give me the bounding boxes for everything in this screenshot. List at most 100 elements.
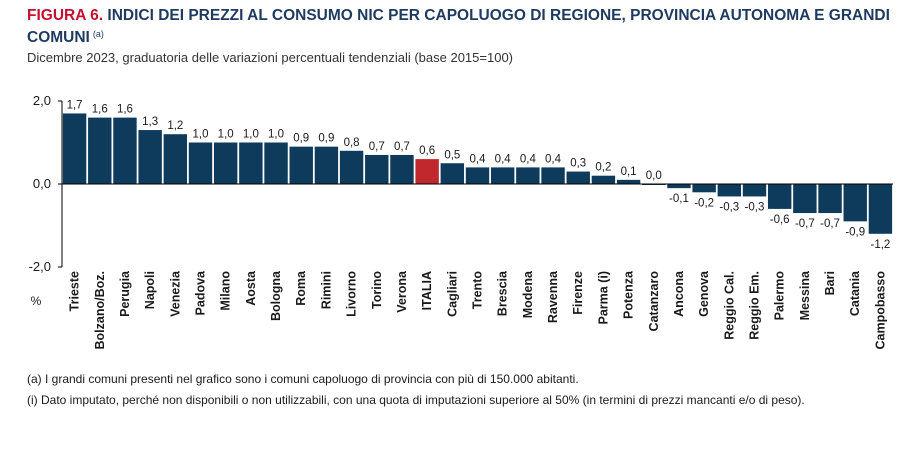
data-label: -1,2 [870,239,890,251]
x-tick-label: Perugia [118,270,132,317]
bar-torino [365,154,389,184]
data-label: 0,8 [344,137,360,149]
data-label: -0,2 [694,197,714,209]
title-footnote-ref: (a) [92,29,104,39]
x-tick-label: Venezia [168,270,182,317]
bar-parma-i- [591,175,616,184]
bar-italia [415,159,439,184]
data-label: 1,0 [193,129,209,141]
bar-firenze [566,171,590,184]
bar-trieste [62,113,87,184]
bar-rimini [314,146,339,184]
x-tick-label: Reggio Em. [748,271,762,340]
bar-verona [390,154,414,184]
x-tick-label: Cagliari [445,271,459,317]
y-tick-label: -2,0 [29,259,51,274]
data-label: 1,0 [243,129,259,141]
bar-napoli [138,130,162,184]
bar-chart: 2,0 0,0 -2,0% 1,7 Trieste 1,6 Bolzano/Boz. 1,6 P… [29,93,893,350]
data-label: 1,6 [117,104,133,116]
x-tick-label: Reggio Cal. [722,271,736,340]
data-label: 1,3 [142,116,158,128]
data-label: 0,9 [293,133,309,145]
bar-roma [289,146,313,184]
data-label: 0,9 [318,133,334,145]
data-label: 0,6 [419,145,435,157]
bar-potenza [616,179,641,184]
x-tick-label: Genova [697,270,711,317]
figure-label: FIGURA 6. [27,7,104,24]
x-tick-label: Potenza [622,270,636,319]
x-tick-label: Trieste [68,271,82,311]
bar-bolzano-boz- [88,117,112,184]
bar-campobasso [868,184,893,234]
x-tick-label: Brescia [496,270,510,316]
x-tick-label: Torino [370,271,384,309]
data-label: 0,1 [621,166,637,178]
x-tick-label: Padova [194,270,208,316]
bar-ravenna [541,167,565,184]
x-tick-label: Bolzano/Boz. [93,271,107,349]
bar-brescia [490,167,515,184]
footnotes: (a) I grandi comuni presenti nel grafico… [27,372,897,414]
x-tick-label: Parma (i) [596,271,610,325]
data-label: 0,4 [470,153,487,165]
bar-trento [465,167,490,184]
x-tick-label: Verona [395,270,409,313]
figure-subtitle: Dicembre 2023, graduatoria delle variazi… [27,50,514,65]
bar-messina [793,184,817,214]
data-label: 0,5 [444,149,460,161]
bar-cagliari [440,163,465,184]
x-tick-label: Milano [219,271,233,311]
x-tick-label: Livorno [345,271,359,317]
bar-bari [818,184,842,214]
data-label: 1,0 [268,129,284,141]
x-tick-label: Catania [848,270,862,316]
bar-milano [213,142,238,184]
x-tick-label: Ancona [672,270,686,317]
x-tick-label: Catanzaro [647,271,661,332]
x-tick-label: ITALIA [420,271,434,310]
bar-venezia [163,134,188,184]
data-label: -0,6 [770,214,790,226]
data-label: 0,0 [646,170,662,182]
x-tick-label: Messina [798,270,812,320]
data-label: 0,4 [495,153,512,165]
data-label: 1,2 [167,120,183,132]
data-label: -0,7 [795,218,815,230]
bar-genova [692,184,716,193]
data-label: 1,0 [218,129,234,141]
x-tick-label: Rimini [319,271,333,309]
x-tick-label: Palermo [773,271,787,321]
data-label: 0,4 [520,153,537,165]
footnote-i: (i) Dato imputato, perché non disponibil… [27,393,805,407]
x-tick-label: Campobasso [873,271,887,350]
bar-modena [516,167,540,184]
bar-livorno [339,150,364,184]
bar-aosta [239,142,263,184]
x-tick-label: Ravenna [546,270,560,323]
data-label: -0,3 [745,201,765,213]
x-tick-label: Roma [294,270,308,306]
data-label: -0,1 [669,193,689,205]
x-tick-label: Trento [471,271,485,310]
data-label: 0,3 [570,158,586,170]
x-tick-label: Firenze [571,271,585,315]
data-label: -0,9 [845,226,865,238]
x-tick-label: Napoli [143,271,157,309]
data-label: 0,4 [545,153,562,165]
data-label: 1,7 [67,99,83,111]
data-label: 1,6 [92,104,108,116]
bar-catania [843,184,867,222]
bar-perugia [113,117,137,184]
bar-reggio-cal- [717,184,742,197]
footnote-a: (a) I grandi comuni presenti nel grafico… [27,372,579,386]
x-tick-label: Aosta [244,270,258,306]
y-tick-label: 2,0 [33,93,51,108]
bar-ancona [667,184,691,189]
y-axis-label: % [31,294,42,308]
data-label: 0,7 [394,141,410,153]
figure-title-text: INDICI DEI PREZZI AL CONSUMO NIC PER CAP… [27,7,890,46]
data-label: -0,3 [719,201,739,213]
x-tick-label: Bologna [269,270,283,321]
